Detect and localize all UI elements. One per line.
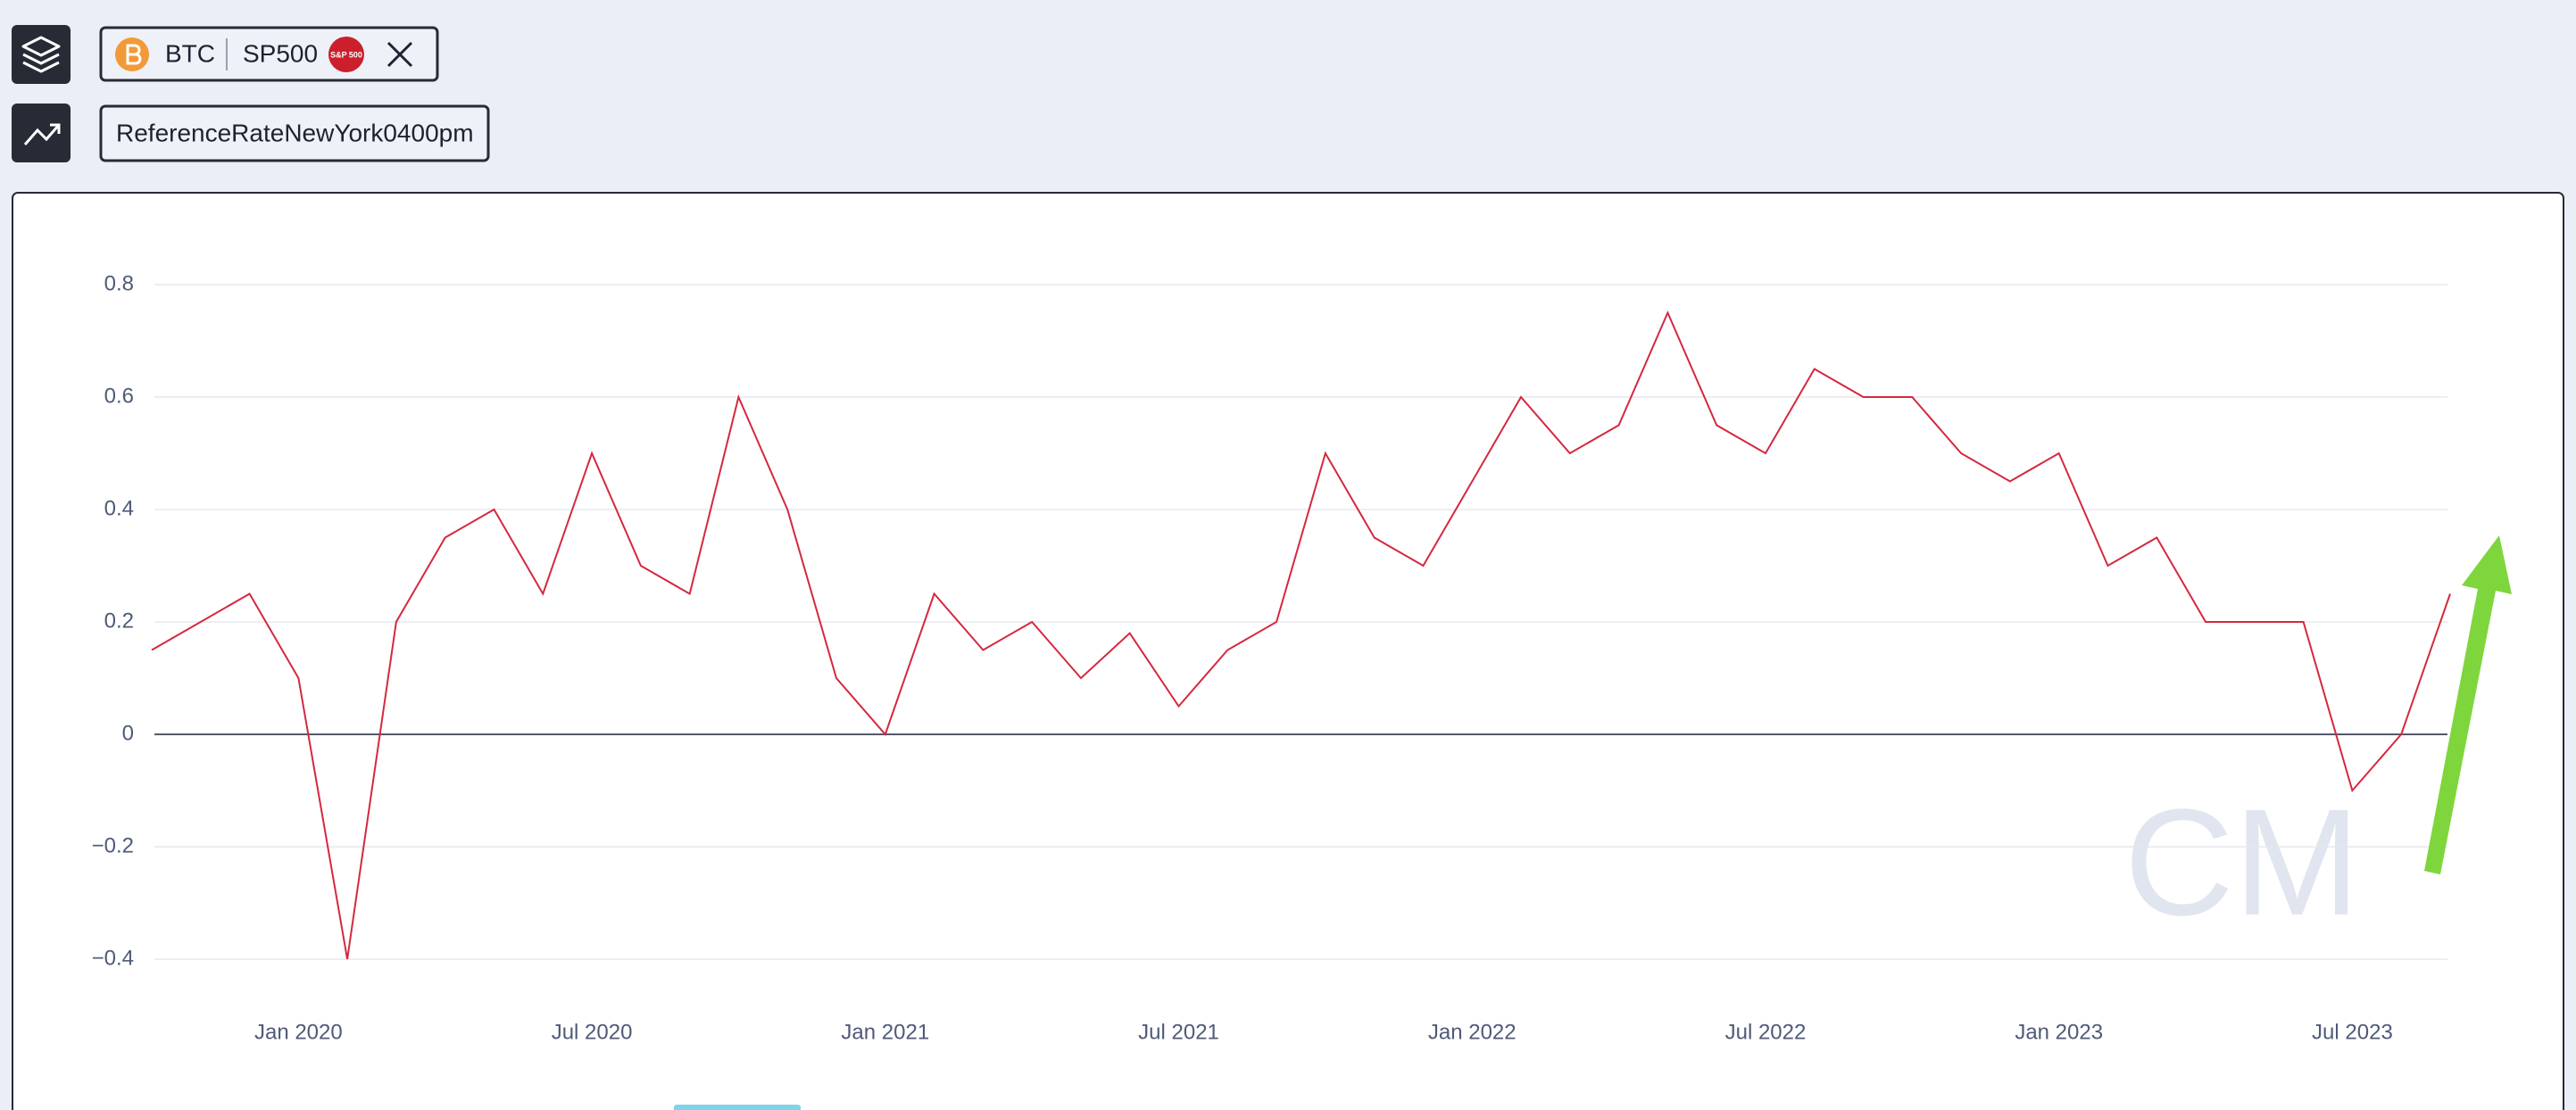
- x-tick-label: Jul 2020: [552, 1020, 633, 1044]
- y-tick-label: −0.2: [92, 833, 134, 857]
- asset-label: SP500: [243, 39, 318, 67]
- y-tick-label: 0.8: [104, 271, 134, 295]
- sp500-badge: S&P 500: [330, 50, 362, 59]
- x-tick-label: Jul 2021: [1138, 1020, 1219, 1044]
- metric-label: ReferenceRateNewYork0400pm: [116, 119, 474, 146]
- watermark: CM: [2124, 778, 2360, 948]
- asset-label: BTC: [165, 39, 215, 67]
- x-tick-label: Jan 2023: [2015, 1020, 2103, 1044]
- x-tick-label: Jan 2022: [1428, 1020, 1517, 1044]
- layers-icon: [21, 36, 61, 73]
- annotation-arrow: [2424, 535, 2512, 874]
- metric-pill[interactable]: [99, 104, 490, 162]
- x-tick-label: Jan 2021: [841, 1020, 929, 1044]
- close-icon[interactable]: [386, 41, 413, 68]
- y-tick-label: −0.4: [92, 946, 134, 970]
- plot: −0.4 −0.2 0 0.2 0.4 0.6 0.8 Jan 2020 Jul 2020 Jan…: [92, 271, 2451, 1044]
- tab-indicator: [674, 1105, 801, 1110]
- y-tick-label: 0.6: [104, 384, 134, 408]
- x-tick-label: Jul 2023: [2312, 1020, 2393, 1044]
- y-tick-label: 0.4: [104, 496, 134, 520]
- x-tick-label: Jan 2020: [254, 1020, 343, 1044]
- trend-icon: [23, 124, 61, 145]
- series-line: [151, 310, 2451, 960]
- y-tick-label: 0: [122, 721, 134, 745]
- btc-glyph: [126, 44, 142, 65]
- x-tick-label: Jul 2022: [1725, 1020, 1807, 1044]
- sp500-icon: [328, 37, 364, 72]
- trend-icon-head: [50, 123, 61, 134]
- chart-panel: [12, 192, 2564, 1110]
- y-tick-label: 0.2: [104, 609, 134, 633]
